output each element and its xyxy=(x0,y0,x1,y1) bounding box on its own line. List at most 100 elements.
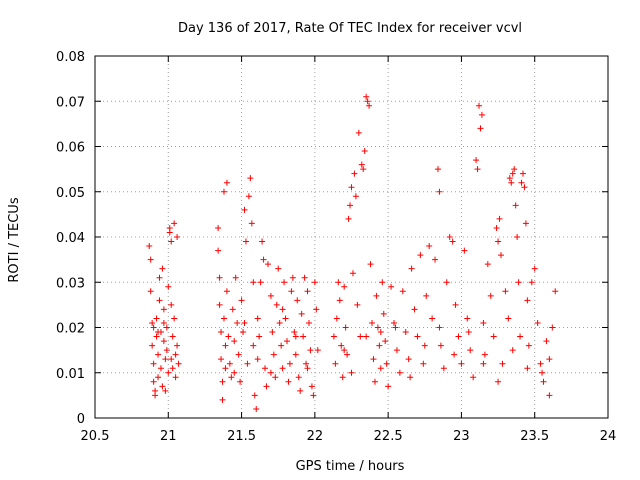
data-point xyxy=(308,383,315,390)
data-point xyxy=(238,297,245,304)
data-point xyxy=(366,102,373,109)
data-point xyxy=(174,342,181,349)
data-point xyxy=(163,324,170,331)
x-axis-title: GPS time / hours xyxy=(296,459,405,474)
grid-lines xyxy=(95,56,608,418)
chart-title: Day 136 of 2017, Rate Of TEC Index for r… xyxy=(178,21,522,36)
data-point xyxy=(226,360,233,367)
data-point xyxy=(496,215,503,222)
data-point xyxy=(461,247,468,254)
data-point xyxy=(162,387,169,394)
data-point xyxy=(524,365,531,372)
data-point xyxy=(522,220,529,227)
data-point xyxy=(478,111,485,118)
data-point xyxy=(421,342,428,349)
y-tick-label: 0.03 xyxy=(56,276,85,291)
data-point xyxy=(376,342,383,349)
data-point xyxy=(405,356,412,363)
data-point xyxy=(286,360,293,367)
data-point xyxy=(480,360,487,367)
data-point xyxy=(498,252,505,259)
data-point xyxy=(552,288,559,295)
data-point xyxy=(464,315,471,322)
data-point xyxy=(169,333,176,340)
data-point xyxy=(341,283,348,290)
data-point xyxy=(300,333,307,340)
data-point xyxy=(446,234,453,240)
data-point xyxy=(512,202,519,209)
data-point xyxy=(357,333,364,340)
data-point xyxy=(285,378,292,385)
data-point xyxy=(351,170,358,177)
x-tick-label: 22.5 xyxy=(374,429,403,444)
data-point xyxy=(259,238,266,245)
data-point xyxy=(341,347,348,354)
data-point xyxy=(549,324,556,331)
axis-ticks: 20.5 21 21.5 22 22.5 23 23.5 24 0 0.01 0.02 0.03 0.0… xyxy=(56,50,616,444)
data-point xyxy=(347,202,354,209)
data-point xyxy=(473,157,480,164)
data-point xyxy=(223,288,230,295)
data-point xyxy=(263,383,270,390)
x-tick-label: 21 xyxy=(160,429,177,444)
data-point xyxy=(349,270,356,277)
data-point xyxy=(303,360,310,367)
data-point xyxy=(440,365,447,372)
data-point xyxy=(344,351,351,358)
data-point xyxy=(519,170,526,177)
data-point xyxy=(269,329,276,336)
data-point xyxy=(241,319,248,326)
data-point xyxy=(420,360,427,367)
data-point xyxy=(219,378,226,385)
data-point xyxy=(250,342,257,349)
data-point xyxy=(273,301,280,308)
data-point xyxy=(481,351,488,358)
data-point xyxy=(383,360,390,367)
data-point xyxy=(168,301,175,308)
data-point xyxy=(228,374,235,381)
data-point xyxy=(291,329,298,336)
data-point xyxy=(408,265,415,272)
data-point xyxy=(534,319,541,326)
data-point xyxy=(251,392,258,399)
data-point xyxy=(153,315,160,322)
y-tick-label: 0.04 xyxy=(56,231,85,246)
data-point xyxy=(377,365,384,372)
data-point xyxy=(354,301,361,308)
data-point xyxy=(502,288,509,295)
data-point xyxy=(363,93,370,100)
data-point xyxy=(162,356,169,363)
data-point xyxy=(149,319,156,326)
data-point xyxy=(515,279,522,286)
data-point xyxy=(223,179,230,186)
data-point xyxy=(332,360,339,367)
data-point xyxy=(373,292,380,299)
data-point xyxy=(147,288,154,295)
data-point xyxy=(231,338,238,345)
data-point xyxy=(385,383,392,390)
y-axis-title: ROTI / TECUs xyxy=(7,197,22,282)
data-point xyxy=(540,378,547,385)
data-point xyxy=(477,125,484,132)
data-point xyxy=(304,365,311,372)
data-point xyxy=(157,365,164,372)
data-point xyxy=(514,234,521,240)
data-point xyxy=(267,292,274,299)
y-tick-label: 0.01 xyxy=(56,367,85,382)
data-point xyxy=(257,279,264,286)
data-point xyxy=(396,369,403,376)
data-point xyxy=(165,369,172,376)
data-point xyxy=(169,365,176,372)
data-point xyxy=(289,274,296,281)
data-point xyxy=(218,329,225,336)
data-point xyxy=(146,243,153,250)
x-tick-label: 20.5 xyxy=(81,429,110,444)
x-tick-label: 22 xyxy=(307,429,324,444)
data-point xyxy=(215,224,222,231)
data-point xyxy=(292,351,299,358)
data-point xyxy=(352,193,359,200)
data-point xyxy=(531,265,538,272)
y-tick-label: 0.08 xyxy=(56,50,85,65)
data-point xyxy=(294,297,301,304)
data-point xyxy=(262,365,269,372)
